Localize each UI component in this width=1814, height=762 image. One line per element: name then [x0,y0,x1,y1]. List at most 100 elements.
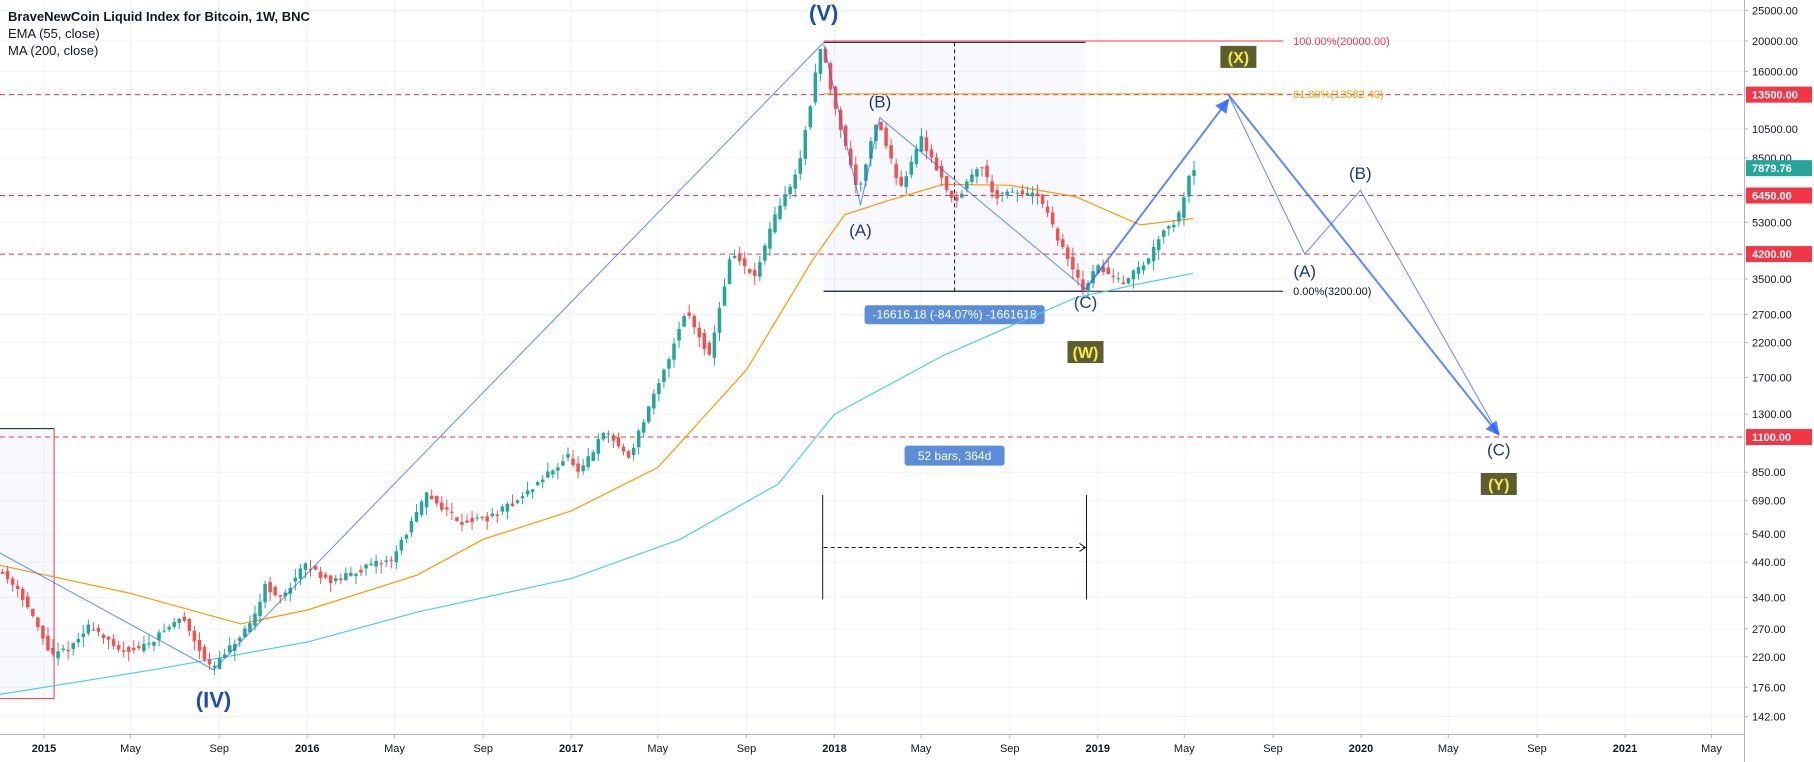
level-tag [1746,187,1812,204]
candle-body [535,482,540,485]
candle [960,189,964,199]
candle [682,313,686,328]
candle [389,555,394,569]
wave-line[interactable] [213,42,825,671]
time-axis[interactable]: 2015 May Sep 2016 May Sep 2017 May Sep 2018 May Sep… [0,734,1744,762]
candle [364,563,368,576]
candle-body [985,165,989,178]
candle [66,641,70,660]
candle [803,126,808,165]
candle [727,255,732,285]
wave-line[interactable] [0,552,214,671]
candle-body [455,517,459,522]
wave-line[interactable] [1084,98,1230,290]
candle-body [303,563,308,570]
time-tick-label: Sep [737,743,757,755]
candle-body [1111,275,1116,277]
candle-body [238,637,242,642]
candle-body [147,643,151,645]
candle-body [31,608,35,616]
candle [1061,233,1065,250]
candle [344,567,348,582]
candle-body [359,569,363,573]
candle [672,337,676,368]
wave-line[interactable] [823,44,1086,290]
candle-body [364,564,368,569]
candle [323,572,328,580]
wave-label: (V) [809,1,838,26]
wave-label: (A) [849,221,872,240]
candle-body [874,124,878,142]
candle [1121,275,1126,286]
candle-body [778,205,782,219]
level-tag-label: 4200.00 [1752,249,1792,261]
candle-body [727,259,732,285]
candle-body [753,270,757,277]
candle [238,635,242,647]
candle-body [349,572,353,576]
candle [722,278,727,307]
candle [394,545,399,570]
price-tick-label: 5300.00 [1752,217,1792,229]
price-tick-label: 270.00 [1752,624,1786,636]
candle-body [318,571,323,579]
candle-body [434,495,439,504]
level-tag-label: 13500.00 [1752,90,1798,102]
candle [1192,160,1196,186]
candle [111,633,116,650]
time-tick-label: Sep [473,743,493,755]
candle-body [56,651,60,659]
wave-line[interactable] [1227,93,1500,436]
candle [899,170,903,188]
candle-body [460,522,464,525]
time-tick-label: 2021 [1613,743,1637,755]
candle-body [1081,279,1085,291]
time-tick-label: 2016 [295,743,319,755]
candle-body [788,186,792,195]
wave-label: (B) [869,93,892,112]
candle-body [182,616,187,621]
candle [490,507,495,519]
time-tick-label: May [1438,743,1459,755]
last-price-label: 7879.76 [1752,163,1792,175]
candle-body [480,516,484,518]
candle [662,368,666,389]
fib-retracement[interactable]: 100.00%(20000.00) 61.80%(13582.40) 0.00%(3… [823,36,1390,298]
candle [929,144,934,164]
candle-body [344,573,348,581]
candle [530,489,535,499]
candle [1025,186,1030,196]
candle-body [253,613,257,626]
candle [1081,270,1085,296]
legend-title: BraveNewCoin Liquid Index for Bitcoin, 1… [8,9,310,24]
time-tick-label: 2019 [1086,743,1110,755]
candle-body [520,496,525,499]
wave-label: (C) [1487,441,1511,460]
candle-body [949,190,954,198]
candle-body [954,196,959,201]
candle-body [248,623,252,633]
last-price-tag [1746,160,1812,177]
candle [949,190,954,203]
candle-body [823,48,828,63]
candle [86,619,91,636]
candle [328,575,333,593]
candle-body [763,245,767,261]
candle [167,624,171,633]
candle-body [10,578,15,585]
candle [207,652,212,670]
candle [818,48,823,81]
candle-body [919,136,924,152]
candle [879,121,883,131]
candle-body [1020,190,1025,195]
wave-line[interactable] [1227,94,1500,435]
candle-body [980,167,984,169]
wave-lines[interactable] [0,42,1500,671]
candle-body [1106,267,1110,275]
price-axis[interactable]: 142.00 176.00 220.00 270.00 340.00 440.00 540.… [1744,0,1814,762]
candle [515,499,520,505]
candle [859,181,863,192]
candle [687,304,691,320]
candle-body [76,639,81,643]
